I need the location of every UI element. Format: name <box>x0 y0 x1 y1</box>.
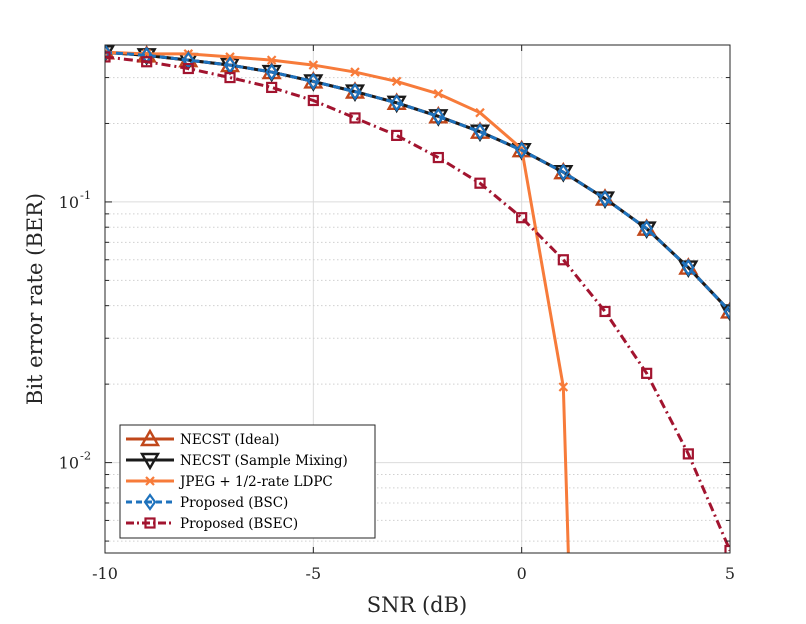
legend-label: JPEG + 1/2-rate LDPC <box>178 474 333 490</box>
y-tick-label-base: 10 <box>59 454 79 473</box>
legend-entry: NECST (Ideal) <box>126 428 279 448</box>
data-point <box>224 71 236 84</box>
data-point <box>474 177 486 189</box>
data-point <box>349 112 361 124</box>
series-line <box>105 50 730 313</box>
data-point <box>306 72 320 91</box>
data-point <box>724 544 730 553</box>
legend-entry: Proposed (BSEC) <box>126 516 298 532</box>
data-point <box>266 55 277 65</box>
legend-label: Proposed (BSEC) <box>180 516 298 532</box>
data-point <box>473 122 487 141</box>
x-axis-title: SNR (dB) <box>367 593 468 617</box>
ticks: -10 -5 0 510-110-2 <box>59 44 735 583</box>
marker-stroke <box>145 476 155 486</box>
marker-stroke <box>391 76 402 87</box>
data-point <box>182 62 194 75</box>
legend-label: NECST (Ideal) <box>180 432 279 448</box>
data-point <box>307 94 319 107</box>
legend-marker <box>143 493 157 511</box>
marker-stroke <box>475 107 485 118</box>
data-point <box>141 56 153 68</box>
data-point <box>390 93 404 112</box>
legend-label: Proposed (BSC) <box>180 495 288 511</box>
x-tick-label: 0 <box>517 564 527 583</box>
data-point <box>391 129 403 141</box>
legend-marker <box>139 452 161 471</box>
x-tick-label: -10 <box>92 564 118 583</box>
plot-frame <box>104 44 731 554</box>
legend: NECST (Ideal) NECST (Sample Mixing) JPEG +… <box>119 424 376 539</box>
y-tick-label-exponent: -2 <box>80 449 91 463</box>
marker-stroke <box>433 88 444 99</box>
data-point <box>681 258 695 277</box>
data-point <box>640 219 654 238</box>
data-point <box>350 67 360 77</box>
legend-entry: Proposed (BSC) <box>126 493 288 511</box>
marker-stroke <box>350 67 360 77</box>
legend-marker <box>144 517 156 529</box>
data-point <box>598 189 612 208</box>
x-tick-label: -5 <box>306 564 322 583</box>
data-point <box>432 151 444 164</box>
data-point <box>433 88 444 99</box>
data-point <box>431 107 445 126</box>
marker-stroke <box>558 382 569 392</box>
y-tick-label: 10 -2 <box>59 449 92 473</box>
legend-entry: JPEG + 1/2-rate LDPC <box>126 474 333 490</box>
data-point <box>308 60 319 70</box>
y-tick-label-exponent: -1 <box>80 188 91 202</box>
data-point <box>265 63 279 81</box>
y-axis-title: Bit error rate (BER) <box>23 193 47 405</box>
data-point <box>558 382 569 392</box>
series-layer <box>105 45 730 553</box>
y-tick-label: 10 -1 <box>59 188 92 212</box>
data-point <box>682 448 694 460</box>
legend-marker <box>145 476 155 486</box>
legend-entry: NECST (Sample Mixing) <box>126 452 348 471</box>
data-point <box>475 107 485 118</box>
legend-marker <box>139 428 161 447</box>
data-point <box>723 302 730 321</box>
data-point <box>599 305 611 318</box>
marker-stroke <box>308 60 319 70</box>
data-point <box>266 81 278 94</box>
data-point <box>515 141 529 160</box>
data-point <box>641 367 653 379</box>
x-tick-label: 5 <box>725 564 735 583</box>
series-line <box>105 55 730 552</box>
data-point <box>557 254 569 266</box>
data-point <box>516 212 528 224</box>
marker-stroke <box>266 55 277 65</box>
data-point <box>105 45 112 62</box>
data-point <box>348 82 362 101</box>
data-point <box>105 51 111 63</box>
series-4 <box>105 51 730 553</box>
y-tick-label-base: 10 <box>59 193 79 212</box>
legend-label: NECST (Sample Mixing) <box>180 453 348 469</box>
data-point <box>391 76 402 87</box>
data-point <box>556 163 570 182</box>
